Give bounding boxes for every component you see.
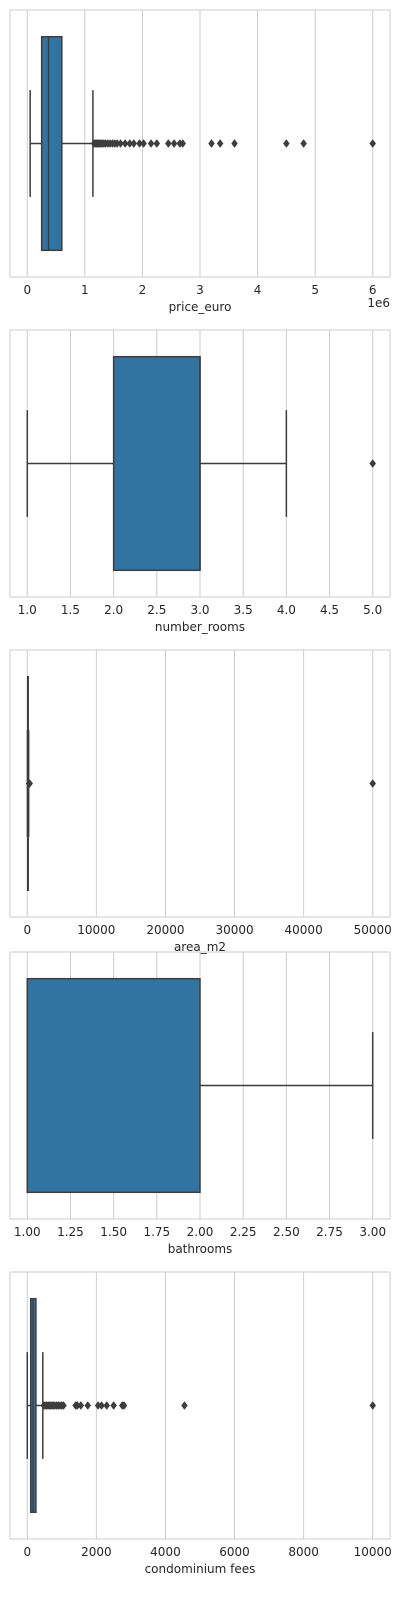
outlier-point [147,139,155,148]
tick-label: 8000 [288,1545,319,1559]
tick-label: 0 [23,283,31,297]
outlier-point [98,1401,105,1410]
outlier-point [300,139,307,148]
outlier-point [26,779,34,788]
tick-label: 2.00 [187,1225,214,1239]
outlier-point [231,139,238,148]
outlier-point [369,779,377,788]
tick-label: 2.25 [230,1225,257,1239]
chart-panel-3: 0 10000 20000 30000 40000 50000 area_m2 [9,649,392,954]
tick-label: 20000 [146,923,184,937]
tick-label: 1 [81,283,89,297]
outlier-point [170,139,178,148]
outlier-point [216,139,224,148]
outlier-point [283,139,290,148]
axes-frame [9,951,391,1220]
outlier-point [153,139,161,148]
tick-label: 50000 [354,923,392,937]
axes-frame [9,649,391,918]
x-axis-label: number_rooms [155,620,245,634]
tick-label: 3.00 [359,1225,386,1239]
tick-label: 30000 [215,923,253,937]
tick-label: 10000 [77,923,115,937]
axes-frame [9,329,391,598]
tick-label: 2000 [81,1545,112,1559]
tick-label: 1.0 [18,603,37,617]
tick-label: 5 [311,283,319,297]
outlier-point [130,139,138,148]
tick-label: 10000 [354,1545,392,1559]
tick-label: 1.25 [57,1225,84,1239]
outlier-point [165,139,172,148]
iqr-box [26,977,201,1194]
outlier-point [84,1401,92,1410]
outlier-point [77,1401,85,1410]
chart-panel-5: 0 2000 4000 6000 8000 10000 condominium fees [9,1271,392,1576]
x-axis-label: bathrooms [168,1242,233,1256]
tick-label: 2.75 [316,1225,343,1239]
outlier-point [369,139,377,148]
outlier-point [110,1401,117,1410]
iqr-box [112,355,201,572]
tick-label: 4000 [150,1545,181,1559]
tick-label: 4.5 [320,603,339,617]
tick-label: 2.5 [147,603,166,617]
axes-frame [9,9,391,278]
tick-label: 4 [254,283,262,297]
axis-offset-label: 1e6 [367,296,390,310]
tick-label: 2.0 [104,603,123,617]
outlier-point [369,459,377,468]
tick-label: 3.0 [190,603,209,617]
tick-label: 3 [196,283,204,297]
tick-label: 2.50 [273,1225,300,1239]
tick-label: 0 [23,923,31,937]
chart-panel-1: 0 1 2 3 4 5 6 price_euro 1e6 [9,9,391,314]
outlier-point [181,1401,188,1410]
tick-label: 1.50 [100,1225,127,1239]
x-axis-label: condominium fees [145,1562,256,1576]
outlier-point [120,1401,128,1410]
tick-label: 1.5 [61,603,80,617]
x-axis-label: price_euro [169,300,232,314]
chart-panel-2: 1.0 1.5 2.0 2.5 3.0 3.5 4.0 4.5 5.0 number_rooms [9,329,391,634]
outlier-point [369,1401,377,1410]
chart-panel-4: 1.00 1.25 1.50 1.75 2.00 2.25 2.50 2.75 3.00 bath… [9,951,391,1256]
tick-label: 5.0 [363,603,382,617]
tick-label: 1.00 [14,1225,41,1239]
tick-label: 6000 [219,1545,250,1559]
outlier-point [117,139,124,148]
outlier-point [60,1401,67,1410]
outlier-point [208,139,215,148]
tick-label: 4.0 [277,603,296,617]
tick-label: 40000 [285,923,323,937]
axes-frame [9,1271,391,1540]
x-axis-label: area_m2 [174,940,226,954]
tick-label: 6 [369,283,377,297]
tick-label: 0 [23,1545,31,1559]
outlier-point [140,139,147,148]
tick-label: 1.75 [143,1225,170,1239]
tick-label: 2 [139,283,147,297]
tick-label: 3.5 [234,603,253,617]
outlier-point [103,1401,111,1410]
outlier-point [179,139,187,148]
iqr-box [40,35,63,252]
outlier-point [121,139,129,148]
